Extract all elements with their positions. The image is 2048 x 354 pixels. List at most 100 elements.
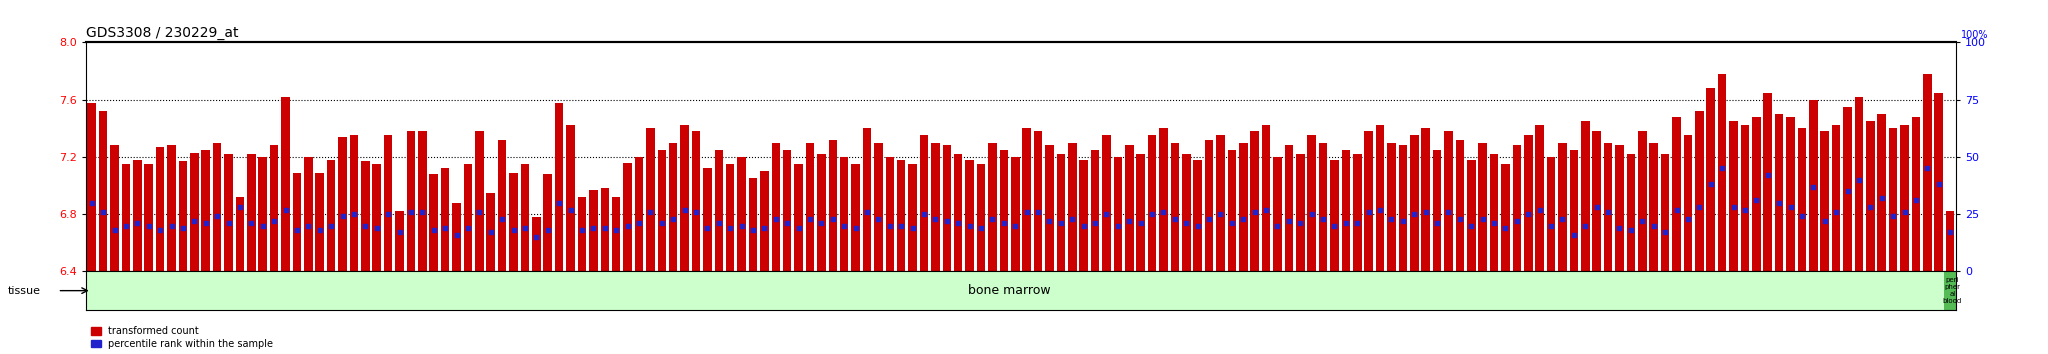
Bar <box>1489 154 1499 271</box>
Bar <box>1935 92 1944 271</box>
Bar <box>1501 164 1509 271</box>
Point <box>623 221 655 226</box>
Point <box>987 221 1020 226</box>
Point <box>657 216 690 222</box>
Bar <box>1831 125 1841 271</box>
Point <box>406 209 438 215</box>
Bar <box>1012 157 1020 271</box>
Bar <box>1729 121 1739 271</box>
Bar <box>1409 136 1419 271</box>
Bar <box>874 143 883 271</box>
Bar <box>350 136 358 271</box>
Bar <box>1661 154 1669 271</box>
Bar <box>1649 143 1659 271</box>
Point <box>1706 165 1739 171</box>
Bar <box>1763 92 1772 271</box>
Point <box>1432 209 1464 215</box>
Bar <box>1171 143 1180 271</box>
Bar <box>510 173 518 271</box>
Point <box>303 227 336 233</box>
Point <box>246 223 279 228</box>
Point <box>725 223 758 228</box>
Bar <box>1182 154 1190 271</box>
Point <box>1626 218 1659 224</box>
Point <box>1683 204 1716 210</box>
Bar <box>829 140 838 271</box>
Bar <box>578 197 586 271</box>
Point <box>977 216 1010 222</box>
Bar <box>692 131 700 271</box>
Bar <box>1901 125 1909 271</box>
Point <box>1214 221 1247 226</box>
Bar <box>270 145 279 271</box>
Bar <box>795 164 803 271</box>
Point <box>1888 209 1921 215</box>
Point <box>1559 232 1591 238</box>
Point <box>1479 221 1511 226</box>
Point <box>76 200 109 205</box>
Point <box>360 225 393 231</box>
Point <box>1090 211 1122 217</box>
Bar <box>645 128 655 271</box>
Bar <box>1843 107 1851 271</box>
Point <box>920 216 952 222</box>
Bar <box>1444 131 1452 271</box>
Bar <box>1092 150 1100 271</box>
Bar <box>303 157 313 271</box>
Bar <box>1821 131 1829 271</box>
Bar <box>1559 143 1567 271</box>
Bar <box>213 143 221 271</box>
Bar <box>1217 136 1225 271</box>
Bar <box>715 150 723 271</box>
Point <box>1272 218 1305 224</box>
Bar <box>1341 150 1350 271</box>
Point <box>1741 198 1774 203</box>
Point <box>565 227 598 233</box>
Point <box>1786 213 1819 219</box>
Point <box>143 227 176 233</box>
Bar <box>1479 143 1487 271</box>
Point <box>293 223 326 228</box>
Bar <box>1034 131 1042 271</box>
Point <box>1751 172 1784 178</box>
Point <box>1032 218 1065 224</box>
Point <box>520 234 553 240</box>
Bar <box>453 202 461 271</box>
Point <box>1614 227 1647 233</box>
Point <box>485 216 518 222</box>
Bar <box>1638 131 1647 271</box>
Bar <box>965 160 975 271</box>
Bar <box>1776 114 1784 271</box>
Point <box>1831 188 1864 194</box>
Bar <box>920 136 928 271</box>
Point <box>1923 182 1956 187</box>
Bar <box>840 157 848 271</box>
Point <box>1329 221 1362 226</box>
Point <box>1057 216 1090 222</box>
Point <box>680 209 713 215</box>
Point <box>451 225 483 231</box>
Point <box>1454 223 1487 228</box>
Point <box>498 227 530 233</box>
Bar <box>782 150 791 271</box>
Point <box>1716 204 1749 210</box>
Bar <box>1786 117 1794 271</box>
Point <box>258 218 291 224</box>
Point <box>1671 216 1704 222</box>
Bar <box>1888 128 1896 271</box>
Text: peri
pher
al
blood: peri pher al blood <box>1944 277 1962 304</box>
Bar <box>258 157 266 271</box>
Bar <box>1466 160 1475 271</box>
Point <box>223 204 256 210</box>
Point <box>827 223 860 228</box>
Bar <box>1718 74 1726 271</box>
Point <box>1239 209 1272 215</box>
Point <box>795 216 827 222</box>
Point <box>281 227 313 233</box>
Bar <box>1696 111 1704 271</box>
Point <box>1262 223 1294 228</box>
Bar <box>1581 121 1589 271</box>
Point <box>872 223 905 228</box>
Bar <box>1319 143 1327 271</box>
Point <box>418 227 451 233</box>
